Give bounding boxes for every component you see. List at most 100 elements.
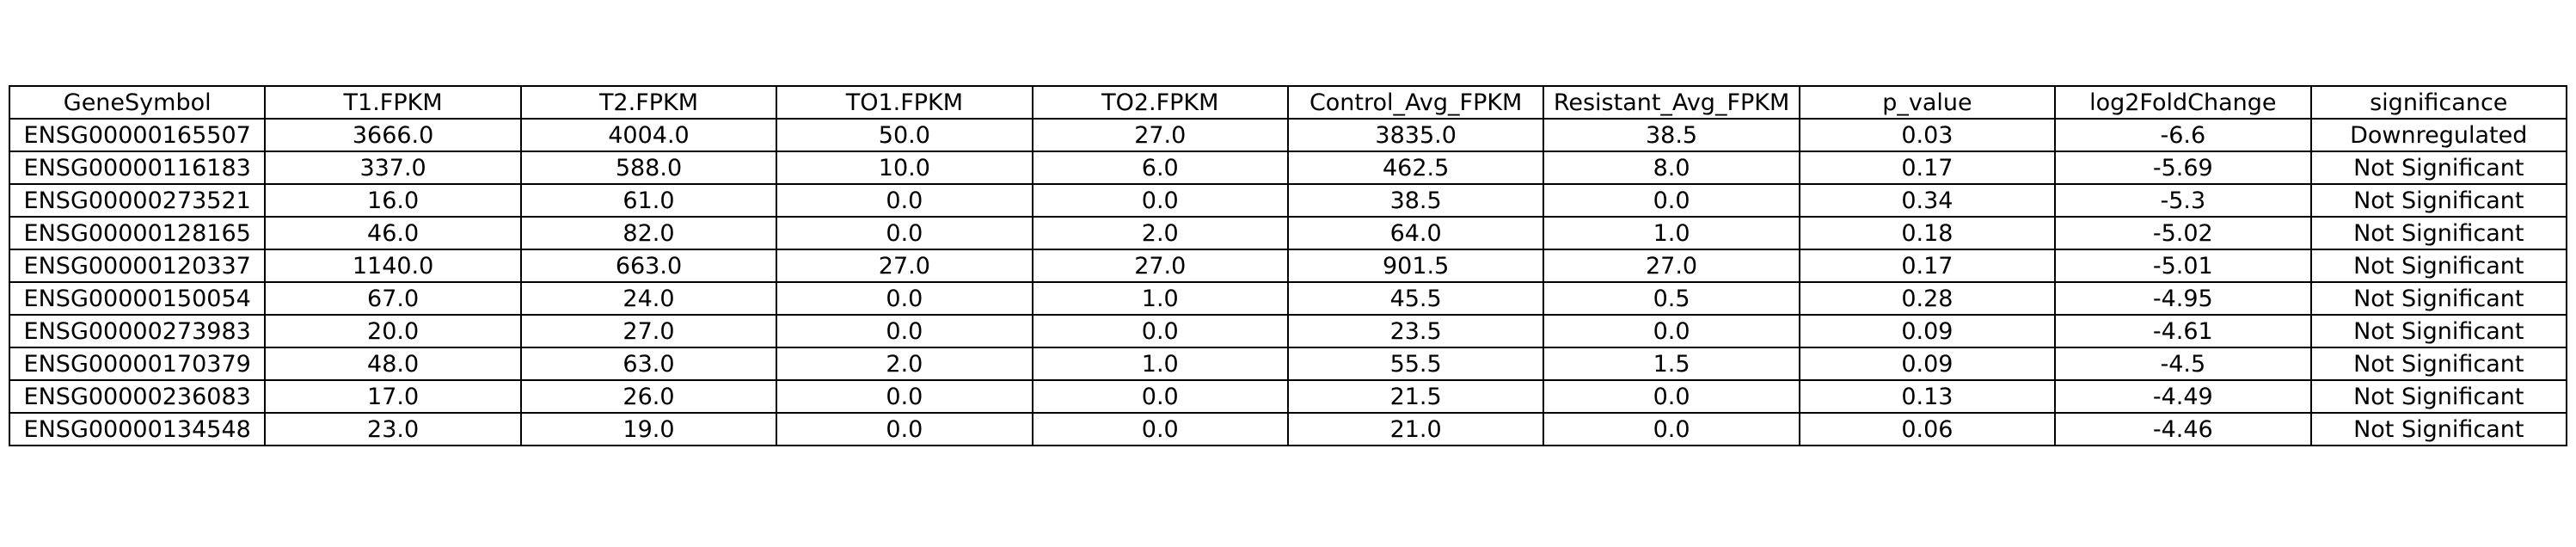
table-cell: 21.0 <box>1286 412 1545 446</box>
column-header: TO2.FPKM <box>1031 85 1289 120</box>
table-cell: ENSG00000150054 <box>8 281 267 316</box>
table-cell: 0.5 <box>1543 281 1800 316</box>
table-cell: 82.0 <box>519 216 778 250</box>
table-row: ENSG00000128165 46.0 82.0 0.0 2.0 64.0 1.0 0.18… <box>8 216 2568 250</box>
table-cell: ENSG00000165507 <box>8 118 267 152</box>
table-cell: 67.0 <box>264 281 522 316</box>
data-table-container: GeneSymbol T1.FPKM T2.FPKM TO1.FPKM TO2.FPKM… <box>8 85 2568 446</box>
table-cell: 26.0 <box>519 379 778 414</box>
table-cell: 3666.0 <box>264 118 522 152</box>
table-row: ENSG00000236083 17.0 26.0 0.0 0.0 21.5 0.0 0.13… <box>8 379 2568 414</box>
table-cell: -5.69 <box>2054 151 2312 185</box>
table-cell: 663.0 <box>519 249 778 283</box>
table-cell: -4.5 <box>2054 347 2312 381</box>
table-cell: Not Significant <box>2309 347 2568 381</box>
table-cell: 901.5 <box>1286 249 1545 283</box>
table-cell: 0.0 <box>776 314 1033 348</box>
table-cell: ENSG00000128165 <box>8 216 267 250</box>
table-cell: 38.5 <box>1543 118 1800 152</box>
table-cell: 8.0 <box>1543 151 1800 185</box>
table-cell: 27.0 <box>1031 118 1289 152</box>
table-cell: 0.0 <box>1031 379 1289 414</box>
table-cell: 0.0 <box>1031 314 1289 348</box>
table-cell: 0.34 <box>1798 183 2057 218</box>
table-cell: -4.49 <box>2054 379 2312 414</box>
table-cell: 0.0 <box>1543 314 1800 348</box>
table-cell: Not Significant <box>2309 281 2568 316</box>
table-cell: 0.0 <box>1031 183 1289 218</box>
table-cell: 0.0 <box>776 216 1033 250</box>
table-cell: 1.0 <box>1031 347 1289 381</box>
column-header: log2FoldChange <box>2054 85 2312 120</box>
table-cell: Downregulated <box>2309 118 2568 152</box>
table-cell: ENSG00000170379 <box>8 347 267 381</box>
table-cell: 10.0 <box>776 151 1033 185</box>
table-cell: Not Significant <box>2309 151 2568 185</box>
header-row: GeneSymbol T1.FPKM T2.FPKM TO1.FPKM TO2.FPKM… <box>8 85 2568 120</box>
table-cell: 24.0 <box>519 281 778 316</box>
table-cell: Not Significant <box>2309 249 2568 283</box>
column-header: TO1.FPKM <box>776 85 1033 120</box>
table-cell: Not Significant <box>2309 183 2568 218</box>
table-cell: 4004.0 <box>519 118 778 152</box>
table-cell: 1.5 <box>1543 347 1800 381</box>
table-cell: 0.18 <box>1798 216 2057 250</box>
table-row: ENSG00000170379 48.0 63.0 2.0 1.0 55.5 1.5 0.09… <box>8 347 2568 381</box>
table-cell: -4.61 <box>2054 314 2312 348</box>
table-cell: 46.0 <box>264 216 522 250</box>
table-cell: 48.0 <box>264 347 522 381</box>
table-cell: -5.3 <box>2054 183 2312 218</box>
column-header: Resistant_Avg_FPKM <box>1543 85 1800 120</box>
table-cell: 27.0 <box>1031 249 1289 283</box>
table-cell: 27.0 <box>776 249 1033 283</box>
table-cell: 21.5 <box>1286 379 1545 414</box>
table-cell: 64.0 <box>1286 216 1545 250</box>
column-header: GeneSymbol <box>8 85 267 120</box>
table-cell: 0.0 <box>776 379 1033 414</box>
table-cell: 0.0 <box>1543 379 1800 414</box>
table-cell: 3835.0 <box>1286 118 1545 152</box>
table-cell: 0.0 <box>1543 412 1800 446</box>
table-cell: 61.0 <box>519 183 778 218</box>
table-cell: Not Significant <box>2309 379 2568 414</box>
table-cell: Not Significant <box>2309 216 2568 250</box>
table-cell: 588.0 <box>519 151 778 185</box>
table-cell: 6.0 <box>1031 151 1289 185</box>
table-cell: 27.0 <box>519 314 778 348</box>
table-cell: ENSG00000120337 <box>8 249 267 283</box>
column-header: T2.FPKM <box>519 85 778 120</box>
table-cell: 55.5 <box>1286 347 1545 381</box>
table-cell: 27.0 <box>1543 249 1800 283</box>
table-cell: 1140.0 <box>264 249 522 283</box>
table-row: ENSG00000120337 1140.0 663.0 27.0 27.0 901.5 2… <box>8 249 2568 283</box>
table-cell: -5.02 <box>2054 216 2312 250</box>
column-header: p_value <box>1798 85 2057 120</box>
table-cell: ENSG00000134548 <box>8 412 267 446</box>
table-cell: 0.0 <box>776 281 1033 316</box>
table-cell: 0.09 <box>1798 314 2057 348</box>
table-cell: -4.46 <box>2054 412 2312 446</box>
table-body: ENSG00000165507 3666.0 4004.0 50.0 27.0 3835.… <box>8 118 2568 446</box>
column-header: Control_Avg_FPKM <box>1286 85 1545 120</box>
table-cell: 2.0 <box>776 347 1033 381</box>
table-cell: 0.0 <box>1543 183 1800 218</box>
table-row: ENSG00000273521 16.0 61.0 0.0 0.0 38.5 0.0 0.34… <box>8 183 2568 218</box>
column-header: significance <box>2309 85 2568 120</box>
table-cell: 1.0 <box>1543 216 1800 250</box>
table-cell: 20.0 <box>264 314 522 348</box>
table-cell: 63.0 <box>519 347 778 381</box>
table-cell: ENSG00000273983 <box>8 314 267 348</box>
table-cell: 337.0 <box>264 151 522 185</box>
table-cell: 0.0 <box>1031 412 1289 446</box>
table-cell: 0.03 <box>1798 118 2057 152</box>
table-cell: ENSG00000116183 <box>8 151 267 185</box>
table-cell: 0.17 <box>1798 249 2057 283</box>
table-row: ENSG00000116183 337.0 588.0 10.0 6.0 462.5 8.0… <box>8 151 2568 185</box>
table-cell: 45.5 <box>1286 281 1545 316</box>
table-cell: -5.01 <box>2054 249 2312 283</box>
table-cell: 0.17 <box>1798 151 2057 185</box>
table-cell: ENSG00000273521 <box>8 183 267 218</box>
table-cell: Not Significant <box>2309 314 2568 348</box>
table-cell: 38.5 <box>1286 183 1545 218</box>
table-header: GeneSymbol T1.FPKM T2.FPKM TO1.FPKM TO2.FPKM… <box>8 85 2568 120</box>
